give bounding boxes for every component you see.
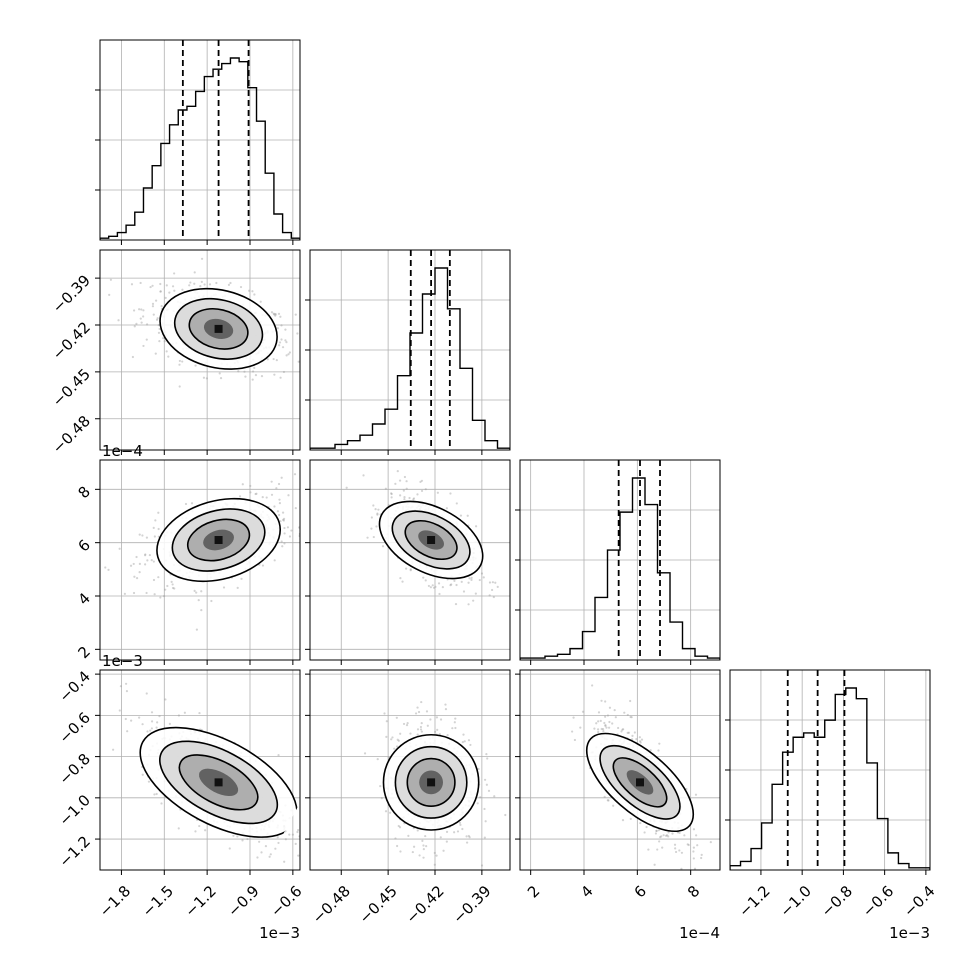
x-offset-label-0: 1e−3 <box>259 924 300 942</box>
density-peak <box>214 778 223 787</box>
panel-3-3 <box>725 669 931 875</box>
y-tick-label-3-1: −1.0 <box>56 791 94 829</box>
density-peak <box>636 778 644 787</box>
x-tick-label-3-1: −1.0 <box>776 882 814 920</box>
panel-2-2 <box>515 459 721 665</box>
axes-frame <box>99 249 301 451</box>
x-tick-label-0-4: −0.6 <box>267 882 305 920</box>
y-tick-label-2-1: 4 <box>75 589 94 608</box>
y-tick-label-2-3: 8 <box>75 483 94 502</box>
histogram-2 <box>520 477 720 660</box>
x-tick-label-3-2: −0.8 <box>818 882 856 920</box>
y-tick-label-3-3: −0.6 <box>56 709 94 747</box>
x-tick-label-0-3: −0.9 <box>224 882 262 920</box>
panel-2-1 <box>305 459 511 665</box>
axes-frame <box>99 459 301 661</box>
x-tick-label-3-0: −1.2 <box>735 882 773 920</box>
x-tick-label-1-3: −0.42 <box>403 882 448 927</box>
x-tick-label-2-2: 6 <box>631 882 650 901</box>
x-tick-label-0-0: −1.8 <box>96 882 134 920</box>
x-offset-label-2: 1e−4 <box>679 924 720 942</box>
y-tick-label-3-0: −1.2 <box>56 832 94 870</box>
axes-frame <box>309 669 511 871</box>
density-peak <box>427 536 436 544</box>
y-tick-label-1-4: −0.39 <box>49 271 94 316</box>
x-tick-label-2-0: 2 <box>524 882 543 901</box>
y-tick-label-2-2: 6 <box>75 536 94 555</box>
x-tick-label-2-3: 8 <box>684 882 703 901</box>
y-tick-label-1-1: −0.48 <box>49 412 94 457</box>
y-tick-label-2-0: 2 <box>75 643 94 662</box>
x-tick-label-2-1: 4 <box>577 882 596 901</box>
panel-1-1 <box>305 249 511 455</box>
x-tick-label-0-1: −1.5 <box>139 882 177 920</box>
histogram-3 <box>730 687 930 870</box>
axes-frame <box>309 459 511 661</box>
x-tick-label-1-1: −0.48 <box>309 882 354 927</box>
y-tick-label-1-3: −0.42 <box>49 318 94 363</box>
density-peak <box>214 536 223 544</box>
x-tick-label-1-2: −0.45 <box>356 882 401 927</box>
x-offset-label-3: 1e−3 <box>889 924 930 942</box>
density-peak <box>427 778 436 787</box>
panel-3-0 <box>95 669 301 875</box>
histogram-0 <box>100 57 300 240</box>
panel-3-1 <box>305 669 511 875</box>
x-tick-label-0-2: −1.2 <box>181 882 219 920</box>
density-peak <box>214 324 223 333</box>
y-offset-label-2: 1e−4 <box>102 442 143 460</box>
x-tick-label-3-3: −0.6 <box>859 882 897 920</box>
panel-2-0 <box>95 459 301 665</box>
y-tick-label-1-2: −0.45 <box>49 365 94 410</box>
axes-frame <box>99 669 301 871</box>
axes-frame <box>519 669 721 871</box>
panel-3-2 <box>515 669 721 875</box>
y-offset-label-3: 1e−3 <box>102 652 143 670</box>
panel-0-0 <box>95 39 301 245</box>
panel-1-0 <box>95 249 301 455</box>
y-tick-label-3-4: −0.4 <box>56 667 94 705</box>
x-tick-label-1-4: −0.39 <box>449 882 494 927</box>
x-tick-label-3-4: −0.4 <box>900 882 938 920</box>
y-tick-label-3-2: −0.8 <box>56 750 94 788</box>
